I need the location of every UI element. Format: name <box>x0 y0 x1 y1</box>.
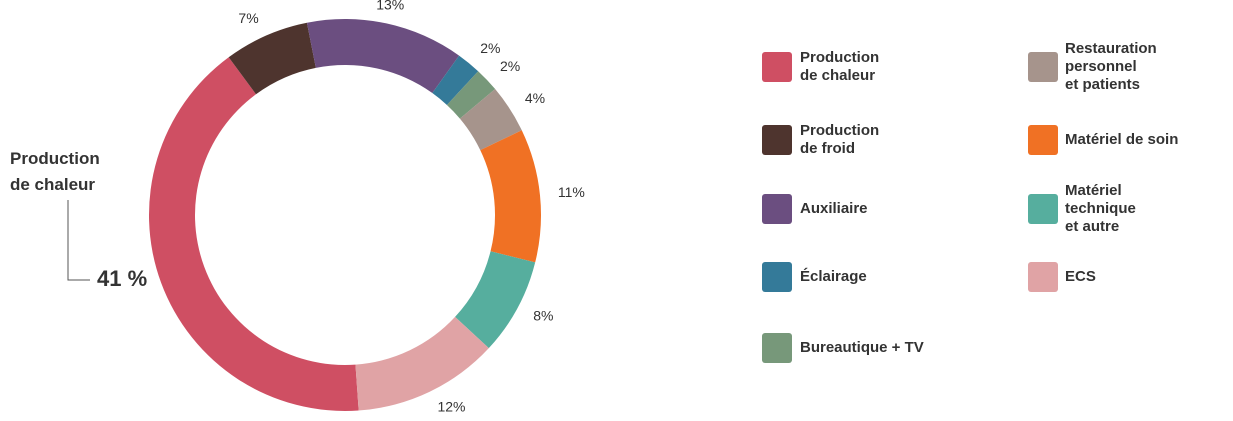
value-label: 8% <box>533 307 553 323</box>
legend-label: Matériel de soin <box>1065 131 1179 148</box>
value-label: 7% <box>238 10 258 26</box>
donut-segment <box>455 251 536 349</box>
donut-segment <box>480 130 541 263</box>
legend-swatch <box>762 333 792 363</box>
legend-label: Auxiliaire <box>800 200 868 217</box>
legend-label: Éclairage <box>800 268 867 285</box>
donut-segment <box>149 57 359 411</box>
donut-segment <box>432 55 479 105</box>
donut-segment <box>459 89 522 151</box>
legend-swatch <box>762 52 792 82</box>
legend-label: Bureautique + TV <box>800 339 924 356</box>
donut-segment <box>306 19 460 94</box>
legend-label: ECS <box>1065 268 1096 285</box>
donut-segment <box>446 71 496 119</box>
legend-swatch <box>762 125 792 155</box>
value-label: 12% <box>437 399 465 415</box>
value-label: 4% <box>525 90 545 106</box>
value-label: 2% <box>480 40 500 56</box>
legend-label: Production de froid <box>800 122 880 157</box>
legend-swatch <box>1028 52 1058 82</box>
legend-label: Matériel technique et autre <box>1065 182 1136 235</box>
value-label: 2% <box>500 58 520 74</box>
annotation-value: 41 % <box>97 266 148 291</box>
legend-label: Production de chaleur <box>800 49 880 84</box>
value-label: 13% <box>376 0 404 13</box>
legend-swatch <box>762 194 792 224</box>
callout-line <box>67 200 90 281</box>
legend-swatch <box>1028 194 1058 224</box>
donut-segment <box>228 22 316 95</box>
legend-label: Restauration personnel et patients <box>1065 40 1157 93</box>
legend-swatch <box>762 262 792 292</box>
legend-swatch <box>1028 262 1058 292</box>
annotation: Production de chaleur <box>10 149 100 194</box>
donut-segment <box>355 316 489 411</box>
value-label: 11% <box>558 184 585 200</box>
legend-swatch <box>1028 125 1058 155</box>
